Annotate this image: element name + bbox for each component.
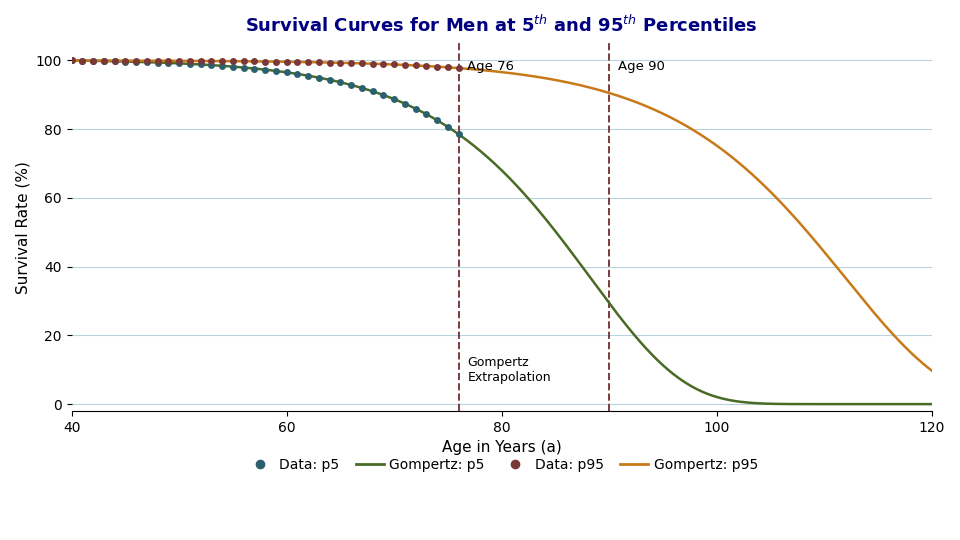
Y-axis label: Survival Rate (%): Survival Rate (%) — [15, 161, 30, 294]
Point — [322, 58, 337, 67]
Point — [226, 62, 241, 71]
Point — [85, 56, 101, 65]
Point — [354, 59, 370, 68]
Point — [64, 56, 80, 65]
Point — [408, 104, 423, 113]
Point — [247, 64, 262, 73]
Point — [247, 57, 262, 66]
Point — [226, 57, 241, 65]
Point — [172, 57, 187, 65]
Point — [160, 59, 176, 68]
Point — [279, 57, 295, 66]
Point — [204, 61, 219, 70]
Point — [96, 56, 111, 65]
Point — [365, 59, 380, 68]
Point — [193, 57, 208, 65]
Point — [387, 60, 402, 69]
Point — [129, 56, 144, 65]
Point — [322, 76, 337, 84]
Point — [172, 59, 187, 68]
Point — [107, 57, 122, 65]
Point — [290, 58, 305, 66]
Point — [279, 68, 295, 77]
Point — [96, 57, 111, 65]
Point — [193, 60, 208, 69]
Point — [118, 57, 133, 66]
Point — [182, 57, 198, 65]
Point — [300, 71, 316, 80]
Point — [429, 116, 444, 125]
Point — [150, 58, 165, 67]
Point — [441, 63, 456, 72]
Point — [268, 66, 283, 75]
Point — [344, 80, 359, 89]
Point — [139, 56, 155, 65]
Legend: Data: p5, Gompertz: p5, Data: p95, Gompertz: p95: Data: p5, Gompertz: p5, Data: p95, Gompe… — [240, 453, 763, 477]
Point — [365, 87, 380, 96]
Point — [311, 58, 326, 66]
Point — [118, 56, 133, 65]
Point — [408, 61, 423, 70]
Point — [236, 63, 252, 72]
Point — [75, 56, 90, 65]
Text: Gompertz
Extrapolation: Gompertz Extrapolation — [468, 356, 551, 384]
Point — [268, 57, 283, 66]
Point — [419, 110, 434, 119]
Point — [214, 62, 229, 70]
Point — [257, 65, 273, 74]
Point — [333, 58, 348, 67]
Point — [441, 123, 456, 131]
Point — [107, 56, 122, 65]
Title: Survival Curves for Men at 5$^{th}$ and 95$^{th}$ Percentiles: Survival Curves for Men at 5$^{th}$ and … — [246, 15, 758, 36]
Point — [257, 57, 273, 66]
Point — [182, 59, 198, 68]
Point — [150, 56, 165, 65]
Point — [311, 73, 326, 82]
Point — [451, 64, 467, 72]
Point — [129, 57, 144, 66]
Point — [290, 70, 305, 78]
Point — [160, 57, 176, 65]
Point — [419, 62, 434, 70]
Point — [236, 57, 252, 65]
Text: Age 90: Age 90 — [618, 60, 664, 73]
Point — [344, 59, 359, 68]
Point — [333, 78, 348, 86]
Point — [397, 60, 413, 69]
X-axis label: Age in Years (a): Age in Years (a) — [442, 440, 562, 455]
Point — [64, 56, 80, 65]
Point — [139, 58, 155, 66]
Point — [429, 62, 444, 71]
Point — [375, 60, 391, 69]
Point — [300, 58, 316, 66]
Point — [204, 57, 219, 65]
Point — [451, 130, 467, 139]
Text: Age 76: Age 76 — [468, 60, 515, 73]
Point — [75, 56, 90, 65]
Point — [387, 95, 402, 104]
Point — [85, 57, 101, 65]
Point — [397, 99, 413, 108]
Point — [375, 91, 391, 99]
Point — [214, 57, 229, 65]
Point — [354, 84, 370, 92]
